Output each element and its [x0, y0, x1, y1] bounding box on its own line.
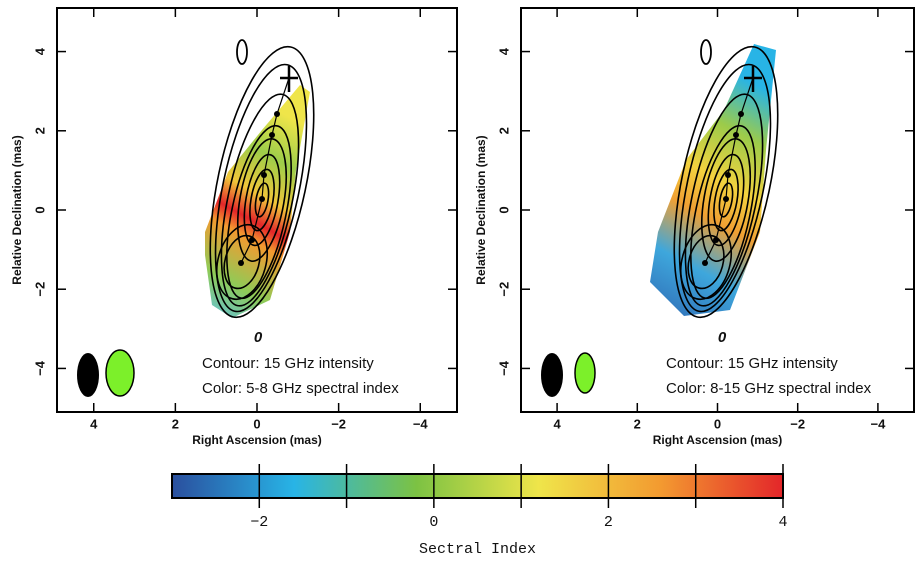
- x-tick-label: 0: [253, 416, 260, 431]
- colorbar-tick-label: 2: [604, 514, 613, 531]
- x-tick-label: 4: [90, 416, 98, 431]
- y-tick-label: −2: [32, 282, 47, 297]
- colorbar-tick-label: 0: [429, 514, 438, 531]
- x-tick-label: −4: [413, 416, 429, 431]
- colorbar-label: Sectral Index: [419, 541, 536, 558]
- y-tick-label: 4: [496, 47, 511, 55]
- colorbar-tick-label: 4: [778, 514, 787, 531]
- y-tick-label: −2: [496, 282, 511, 297]
- y-tick-label: −4: [32, 360, 47, 376]
- panel-2-image: [540, 36, 799, 398]
- y-tick-label: −4: [496, 360, 511, 376]
- colorbar-tick-label: −2: [250, 514, 268, 531]
- x-tick-label: 2: [172, 416, 179, 431]
- colorbar: [171, 473, 784, 499]
- x-tick-label: 2: [634, 416, 641, 431]
- x-tick-label: 4: [553, 416, 561, 431]
- x-tick-label: 0: [714, 416, 721, 431]
- y-axis-label: Relative Declination (mas): [474, 135, 488, 284]
- x-tick-label: −2: [331, 416, 346, 431]
- y-axis-label: Relative Declination (mas): [10, 135, 24, 284]
- x-axis-label: Right Ascension (mas): [192, 433, 322, 447]
- y-tick-label: 4: [32, 47, 47, 55]
- annotation: Color: 8-15 GHz spectral index: [666, 380, 872, 397]
- x-tick-label: −4: [870, 416, 886, 431]
- y-tick-label: 2: [496, 127, 511, 134]
- annotation: Contour: 15 GHz intensity: [666, 355, 838, 372]
- y-tick-label: 0: [496, 206, 511, 213]
- x-tick-label: −2: [790, 416, 805, 431]
- y-tick-label: 0: [32, 206, 47, 213]
- y-tick-label: 2: [32, 127, 47, 134]
- panel-1-image: [76, 36, 335, 398]
- annotation: Color: 5-8 GHz spectral index: [202, 380, 399, 397]
- annotation: Contour: 15 GHz intensity: [202, 355, 374, 372]
- x-axis-label: Right Ascension (mas): [653, 433, 783, 447]
